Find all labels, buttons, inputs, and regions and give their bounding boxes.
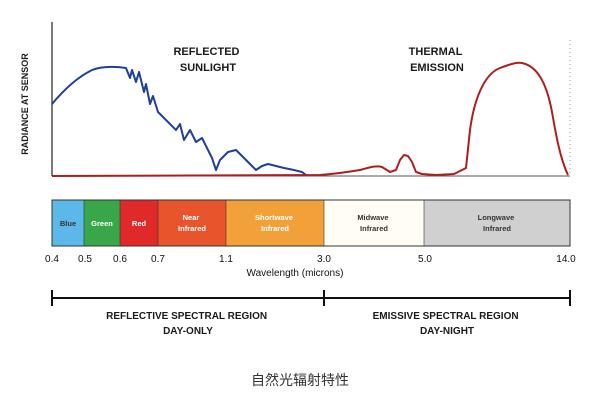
band-label-longwave-infrared: Longwave Infrared <box>478 213 517 233</box>
thermal-emission-curve <box>51 61 569 177</box>
band-label-near-infrared: Near Infrared <box>178 213 206 233</box>
tick-label: 0.5 <box>78 254 92 265</box>
reflected-sunlight-label: REFLECTED SUNLIGHT <box>173 46 242 74</box>
tick-label: 0.6 <box>113 254 127 265</box>
region-brackets <box>51 290 571 306</box>
reflective-region-label: REFLECTIVE SPECTRAL REGION DAY-ONLY <box>106 311 270 337</box>
wavelength-ticks: 0.4 0.5 0.6 0.7 1.1 3.0 5.0 14.0 <box>45 254 576 265</box>
band-red <box>120 200 158 246</box>
plot-area <box>51 22 571 177</box>
reflected-sunlight-curve <box>51 65 307 176</box>
tick-label: 5.0 <box>418 254 432 265</box>
tick-label: 3.0 <box>317 254 331 265</box>
tick-label: 14.0 <box>556 254 576 265</box>
band-label-shortwave-infrared: Shortwave Infrared <box>255 213 295 233</box>
emissive-region-label: EMISSIVE SPECTRAL REGION DAY-NIGHT <box>373 311 522 337</box>
band-midwave-infrared <box>324 200 424 246</box>
band-label-green: Green <box>91 219 113 228</box>
band-longwave-infrared <box>424 200 570 246</box>
spectral-diagram: RADIANCE AT SENSOR REFLECTED SUNLIGHT TH… <box>20 22 576 337</box>
band-strip-border <box>51 199 571 247</box>
figure-caption: 自然光辐射特性 <box>251 373 349 389</box>
band-label-blue: Blue <box>60 219 76 228</box>
thermal-emission-label: THERMAL EMISSION <box>409 46 466 74</box>
spectral-band-strip <box>51 199 571 247</box>
tick-label: 1.1 <box>219 254 233 265</box>
tick-label: 0.4 <box>45 254 59 265</box>
tick-label: 0.7 <box>151 254 165 265</box>
band-blue <box>52 200 84 246</box>
band-label-red: Red <box>132 219 147 228</box>
band-near-infrared <box>158 200 226 246</box>
y-axis-label: RADIANCE AT SENSOR <box>20 53 30 155</box>
band-shortwave-infrared <box>226 200 324 246</box>
band-label-midwave-infrared: Midwave Infrared <box>357 213 390 233</box>
x-axis-title: Wavelength (microns) <box>247 268 344 279</box>
band-green <box>84 200 120 246</box>
